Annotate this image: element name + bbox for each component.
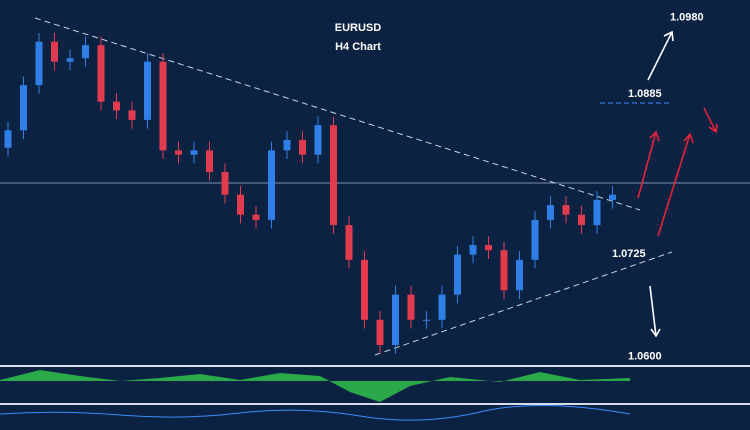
trend-line <box>34 17 641 211</box>
candle-body <box>485 245 492 251</box>
trend-line <box>374 251 673 356</box>
indicator-histogram <box>0 370 630 402</box>
candle-body <box>578 214 585 226</box>
indicator-line <box>0 404 631 421</box>
candle-body <box>221 172 229 195</box>
candle-body <box>299 139 306 155</box>
candle-body <box>252 214 260 220</box>
candle-body <box>345 225 353 260</box>
arrow <box>657 132 694 237</box>
candle-body <box>516 259 523 291</box>
candle-body <box>4 130 12 148</box>
candle-body <box>500 250 508 291</box>
candle-body <box>35 41 43 86</box>
candle-body <box>237 194 244 215</box>
candle-body <box>361 259 368 320</box>
candle-body <box>190 150 198 155</box>
level-label: 1.0885 <box>628 88 662 100</box>
candle-body <box>407 294 415 320</box>
candle-body <box>66 58 74 62</box>
level-label: 1.0600 <box>628 351 662 363</box>
level-label: 1.0980 <box>670 11 704 23</box>
candle-body <box>609 194 616 200</box>
candle-body <box>283 139 291 151</box>
arrow <box>647 30 674 81</box>
candle-body <box>392 294 399 346</box>
chart-title: EURUSD <box>335 22 382 34</box>
candle-body <box>128 110 136 120</box>
candle-body <box>268 150 275 220</box>
candle-body <box>113 101 120 111</box>
candle-body <box>593 199 601 226</box>
candle-body <box>82 45 89 59</box>
candle-body <box>469 245 477 255</box>
candle-body <box>531 219 539 260</box>
candle-body <box>454 254 461 295</box>
candle-body <box>562 205 570 215</box>
candle-body <box>175 150 182 155</box>
candle-body <box>314 125 322 155</box>
candle-body <box>376 319 384 346</box>
candle-body <box>51 41 58 62</box>
arrow <box>637 130 660 199</box>
candle-body <box>159 61 167 151</box>
arrows <box>637 30 718 338</box>
candle-body <box>206 150 213 173</box>
chart-subtitle: H4 Chart <box>335 41 381 53</box>
arrow <box>703 107 718 134</box>
candle-body <box>330 125 337 226</box>
candle-body <box>144 61 151 120</box>
candle-body <box>97 45 105 102</box>
candle-body <box>438 294 446 320</box>
candle-body <box>423 319 430 321</box>
arrow <box>649 285 661 338</box>
candle-body <box>20 85 27 131</box>
level-label: 1.0725 <box>612 248 646 260</box>
candle-body <box>547 205 554 220</box>
